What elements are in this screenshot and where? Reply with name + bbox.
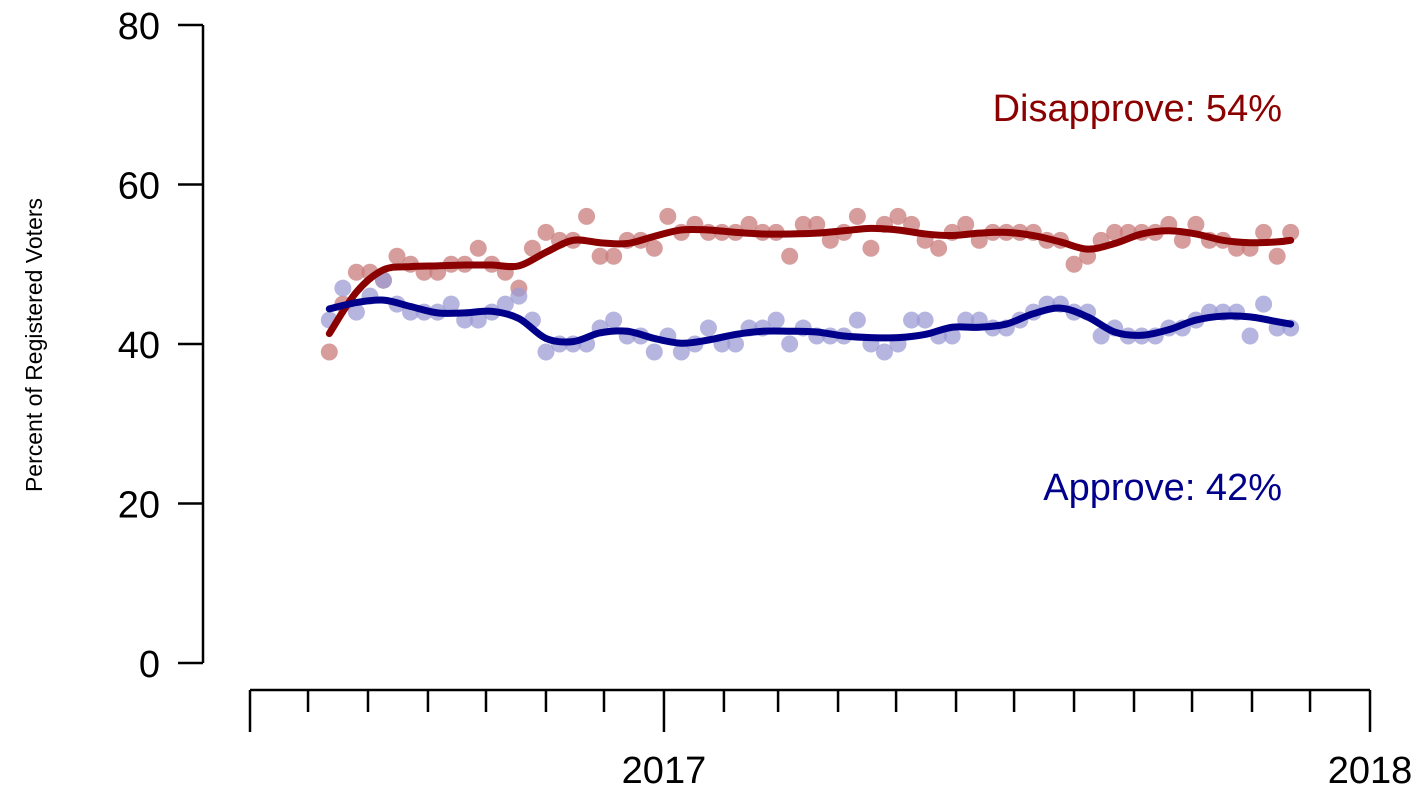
approve-point (848, 311, 866, 329)
approve-point (605, 311, 623, 329)
disapprove-point (469, 239, 487, 257)
approve-point (916, 311, 934, 329)
disapprove-point (957, 215, 975, 233)
disapprove-point (347, 263, 365, 281)
approve-point (699, 319, 717, 337)
approve-point (469, 311, 487, 329)
disapprove-point (781, 247, 799, 265)
approve-point (496, 295, 514, 313)
disapprove-point (578, 207, 596, 225)
disapprove-point (1106, 223, 1124, 241)
disapprove-point (794, 215, 812, 233)
disapprove-point (523, 239, 541, 257)
approve-point (1241, 327, 1259, 345)
disapprove-point (388, 247, 406, 265)
approve-point (442, 295, 460, 313)
disapprove-trend-line (325, 224, 1295, 338)
approve-trend-line (325, 296, 1295, 347)
disapprove-point (1173, 231, 1191, 249)
x-tick-label: 2018 (1328, 750, 1413, 788)
approve-point (347, 303, 365, 321)
disapprove-point (591, 247, 609, 265)
disapprove-point (889, 207, 907, 225)
disapprove-point (659, 207, 677, 225)
disapprove-point (1187, 215, 1205, 233)
x-tick-label: 2017 (622, 750, 707, 788)
disapprove-point (1268, 247, 1286, 265)
approve-point (727, 335, 745, 353)
approve-point (334, 279, 352, 297)
disapprove-annotation: Disapprove: 54% (993, 88, 1282, 130)
approve-point (903, 311, 921, 329)
y-tick-label: 20 (118, 485, 160, 527)
disapprove-point (740, 215, 758, 233)
approve-point (781, 335, 799, 353)
disapprove-point (1255, 223, 1273, 241)
disapprove-point (808, 215, 826, 233)
y-tick-label: 60 (118, 166, 160, 208)
y-tick-label: 0 (139, 644, 160, 686)
y-axis: 0 20 40 60 80 (118, 6, 205, 686)
disapprove-point (848, 207, 866, 225)
approve-point (537, 343, 555, 361)
y-tick-label: 80 (118, 6, 160, 48)
approve-point (767, 311, 785, 329)
approve-point (1092, 327, 1110, 345)
approve-point (645, 343, 663, 361)
disapprove-point (1065, 255, 1083, 273)
approve-point (510, 287, 528, 305)
disapprove-point (862, 239, 880, 257)
disapprove-point (821, 231, 839, 249)
disapprove-point (930, 239, 948, 257)
approve-point (1255, 295, 1273, 313)
disapprove-point (1282, 223, 1300, 241)
trend-lines (325, 224, 1295, 347)
approve-point (943, 327, 961, 345)
y-tick-label: 40 (118, 325, 160, 367)
approve-point (875, 343, 893, 361)
annotations: Disapprove: 54% Approve: 42% (993, 88, 1282, 509)
approve-annotation: Approve: 42% (1043, 467, 1282, 509)
disapprove-point (320, 343, 338, 361)
y-axis-label: Percent of Registered Voters (21, 198, 47, 492)
disapprove-point (605, 247, 623, 265)
x-axis: 2017 2018 (248, 688, 1413, 788)
approve-point (672, 343, 690, 361)
disapprove-point (537, 223, 555, 241)
disapprove-point (645, 239, 663, 257)
